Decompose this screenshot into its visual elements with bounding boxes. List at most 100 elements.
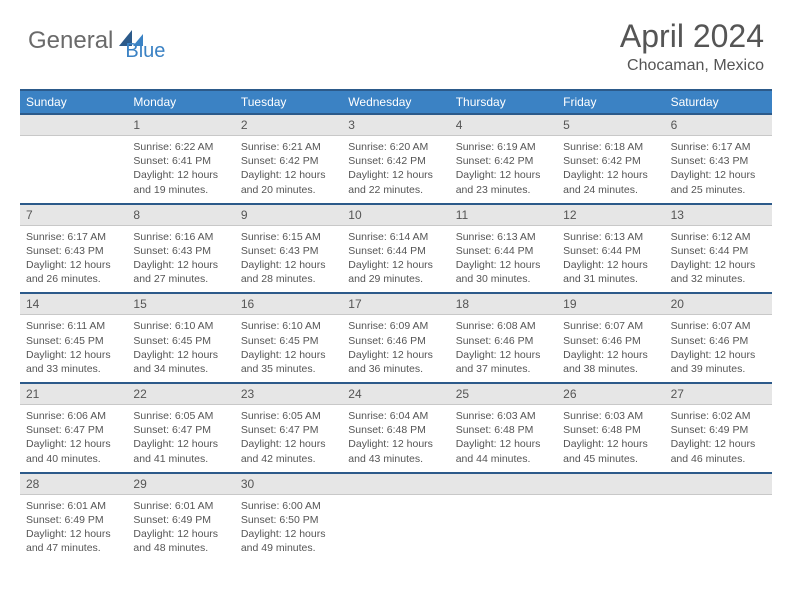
brand-part1: General bbox=[28, 27, 113, 55]
day-cell: 30Sunrise: 6:00 AMSunset: 6:50 PMDayligh… bbox=[235, 472, 342, 562]
sunrise-text: Sunrise: 6:17 AM bbox=[671, 140, 766, 154]
day-number: 17 bbox=[342, 292, 449, 315]
day-info: Sunrise: 6:22 AMSunset: 6:41 PMDaylight:… bbox=[127, 136, 234, 203]
week-row: 28Sunrise: 6:01 AMSunset: 6:49 PMDayligh… bbox=[20, 472, 772, 562]
day-info: Sunrise: 6:03 AMSunset: 6:48 PMDaylight:… bbox=[450, 405, 557, 472]
daylight-text: Daylight: 12 hours and 27 minutes. bbox=[133, 258, 228, 286]
sunset-text: Sunset: 6:43 PM bbox=[671, 154, 766, 168]
day-info: Sunrise: 6:08 AMSunset: 6:46 PMDaylight:… bbox=[450, 315, 557, 382]
day-cell: 5Sunrise: 6:18 AMSunset: 6:42 PMDaylight… bbox=[557, 113, 664, 203]
day-info: Sunrise: 6:17 AMSunset: 6:43 PMDaylight:… bbox=[665, 136, 772, 203]
day-number: 19 bbox=[557, 292, 664, 315]
sunrise-text: Sunrise: 6:13 AM bbox=[563, 230, 658, 244]
day-number: . bbox=[557, 472, 664, 495]
day-number: 15 bbox=[127, 292, 234, 315]
day-number: . bbox=[665, 472, 772, 495]
daylight-text: Daylight: 12 hours and 24 minutes. bbox=[563, 168, 658, 196]
day-number: 26 bbox=[557, 382, 664, 405]
brand-logo: General Blue bbox=[28, 18, 165, 63]
day-cell: 4Sunrise: 6:19 AMSunset: 6:42 PMDaylight… bbox=[450, 113, 557, 203]
sunrise-text: Sunrise: 6:01 AM bbox=[133, 499, 228, 513]
weekday-thu: Thursday bbox=[450, 91, 557, 113]
sunrise-text: Sunrise: 6:11 AM bbox=[26, 319, 121, 333]
day-cell: 24Sunrise: 6:04 AMSunset: 6:48 PMDayligh… bbox=[342, 382, 449, 472]
day-cell: . bbox=[342, 472, 449, 562]
day-info: Sunrise: 6:12 AMSunset: 6:44 PMDaylight:… bbox=[665, 226, 772, 293]
page-header: General Blue April 2024 Chocaman, Mexico bbox=[0, 0, 792, 81]
sunrise-text: Sunrise: 6:20 AM bbox=[348, 140, 443, 154]
day-number: 25 bbox=[450, 382, 557, 405]
sunset-text: Sunset: 6:42 PM bbox=[241, 154, 336, 168]
sunrise-text: Sunrise: 6:07 AM bbox=[671, 319, 766, 333]
sunrise-text: Sunrise: 6:12 AM bbox=[671, 230, 766, 244]
brand-part2: Blue bbox=[125, 40, 165, 63]
sunset-text: Sunset: 6:44 PM bbox=[348, 244, 443, 258]
day-cell: 22Sunrise: 6:05 AMSunset: 6:47 PMDayligh… bbox=[127, 382, 234, 472]
day-number: 12 bbox=[557, 203, 664, 226]
day-cell: . bbox=[557, 472, 664, 562]
daylight-text: Daylight: 12 hours and 48 minutes. bbox=[133, 527, 228, 555]
sunrise-text: Sunrise: 6:13 AM bbox=[456, 230, 551, 244]
day-number: . bbox=[342, 472, 449, 495]
daylight-text: Daylight: 12 hours and 30 minutes. bbox=[456, 258, 551, 286]
daylight-text: Daylight: 12 hours and 32 minutes. bbox=[671, 258, 766, 286]
day-info: Sunrise: 6:07 AMSunset: 6:46 PMDaylight:… bbox=[665, 315, 772, 382]
day-info: Sunrise: 6:01 AMSunset: 6:49 PMDaylight:… bbox=[127, 495, 234, 562]
day-number: 11 bbox=[450, 203, 557, 226]
week-row: 7Sunrise: 6:17 AMSunset: 6:43 PMDaylight… bbox=[20, 203, 772, 293]
daylight-text: Daylight: 12 hours and 33 minutes. bbox=[26, 348, 121, 376]
daylight-text: Daylight: 12 hours and 38 minutes. bbox=[563, 348, 658, 376]
day-info: Sunrise: 6:02 AMSunset: 6:49 PMDaylight:… bbox=[665, 405, 772, 472]
daylight-text: Daylight: 12 hours and 36 minutes. bbox=[348, 348, 443, 376]
day-cell: 6Sunrise: 6:17 AMSunset: 6:43 PMDaylight… bbox=[665, 113, 772, 203]
sunset-text: Sunset: 6:41 PM bbox=[133, 154, 228, 168]
sunrise-text: Sunrise: 6:18 AM bbox=[563, 140, 658, 154]
daylight-text: Daylight: 12 hours and 31 minutes. bbox=[563, 258, 658, 286]
sunset-text: Sunset: 6:48 PM bbox=[456, 423, 551, 437]
daylight-text: Daylight: 12 hours and 22 minutes. bbox=[348, 168, 443, 196]
day-number: 18 bbox=[450, 292, 557, 315]
daylight-text: Daylight: 12 hours and 28 minutes. bbox=[241, 258, 336, 286]
day-cell: 11 Sunrise: 6:13 AMSunset: 6:44 PMDayligh… bbox=[450, 203, 557, 293]
location-label: Chocaman, Mexico bbox=[620, 57, 764, 75]
day-number: 16 bbox=[235, 292, 342, 315]
sunrise-text: Sunrise: 6:19 AM bbox=[456, 140, 551, 154]
daylight-text: Daylight: 12 hours and 29 minutes. bbox=[348, 258, 443, 286]
day-cell: 12Sunrise: 6:13 AMSunset: 6:44 PMDayligh… bbox=[557, 203, 664, 293]
week-row: 21Sunrise: 6:06 AMSunset: 6:47 PMDayligh… bbox=[20, 382, 772, 472]
sunset-text: Sunset: 6:50 PM bbox=[241, 513, 336, 527]
day-cell: 29Sunrise: 6:01 AMSunset: 6:49 PMDayligh… bbox=[127, 472, 234, 562]
day-info: Sunrise: 6:15 AMSunset: 6:43 PMDaylight:… bbox=[235, 226, 342, 293]
daylight-text: Daylight: 12 hours and 37 minutes. bbox=[456, 348, 551, 376]
daylight-text: Daylight: 12 hours and 39 minutes. bbox=[671, 348, 766, 376]
sunrise-text: Sunrise: 6:03 AM bbox=[563, 409, 658, 423]
day-number: 28 bbox=[20, 472, 127, 495]
day-info: Sunrise: 6:06 AMSunset: 6:47 PMDaylight:… bbox=[20, 405, 127, 472]
weekday-sat: Saturday bbox=[665, 91, 772, 113]
day-info: Sunrise: 6:20 AMSunset: 6:42 PMDaylight:… bbox=[342, 136, 449, 203]
weekday-wed: Wednesday bbox=[342, 91, 449, 113]
sunrise-text: Sunrise: 6:00 AM bbox=[241, 499, 336, 513]
sunset-text: Sunset: 6:44 PM bbox=[456, 244, 551, 258]
day-number: 4 bbox=[450, 113, 557, 136]
sunrise-text: Sunrise: 6:02 AM bbox=[671, 409, 766, 423]
daylight-text: Daylight: 12 hours and 25 minutes. bbox=[671, 168, 766, 196]
sunset-text: Sunset: 6:48 PM bbox=[348, 423, 443, 437]
day-number: 1 bbox=[127, 113, 234, 136]
sunset-text: Sunset: 6:49 PM bbox=[133, 513, 228, 527]
sunrise-text: Sunrise: 6:22 AM bbox=[133, 140, 228, 154]
day-cell: 14Sunrise: 6:11 AMSunset: 6:45 PMDayligh… bbox=[20, 292, 127, 382]
weekday-tue: Tuesday bbox=[235, 91, 342, 113]
day-number: 21 bbox=[20, 382, 127, 405]
day-info: Sunrise: 6:05 AMSunset: 6:47 PMDaylight:… bbox=[127, 405, 234, 472]
day-cell: 1Sunrise: 6:22 AMSunset: 6:41 PMDaylight… bbox=[127, 113, 234, 203]
sunset-text: Sunset: 6:45 PM bbox=[26, 334, 121, 348]
day-number: 2 bbox=[235, 113, 342, 136]
sunrise-text: Sunrise: 6:06 AM bbox=[26, 409, 121, 423]
weekday-mon: Monday bbox=[127, 91, 234, 113]
sunset-text: Sunset: 6:46 PM bbox=[456, 334, 551, 348]
day-info: Sunrise: 6:18 AMSunset: 6:42 PMDaylight:… bbox=[557, 136, 664, 203]
day-number: 3 bbox=[342, 113, 449, 136]
day-info: Sunrise: 6:13 AMSunset: 6:44 PMDaylight:… bbox=[557, 226, 664, 293]
sunset-text: Sunset: 6:44 PM bbox=[671, 244, 766, 258]
